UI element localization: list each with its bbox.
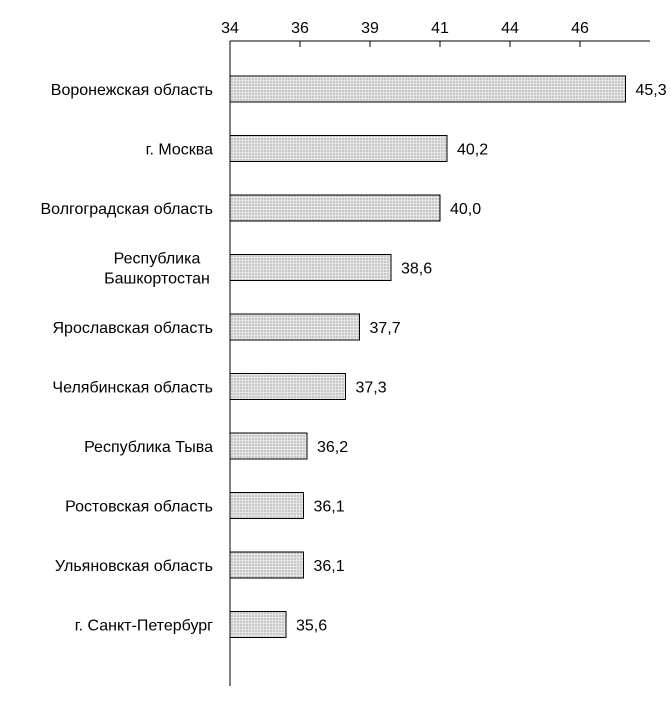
x-tick-label: 36	[291, 20, 309, 37]
x-tick-label: 44	[501, 20, 519, 37]
category-label: г. Москва	[146, 142, 214, 159]
x-tick-label: 39	[361, 20, 379, 37]
category-label: Челябинская область	[52, 380, 213, 397]
value-label: 40,0	[450, 201, 481, 218]
category-label: Республика Тыва	[84, 439, 213, 456]
value-label: 36,1	[314, 558, 345, 575]
x-axis: 34 36 39 41 44 46	[221, 20, 650, 686]
x-tick-label: 41	[431, 20, 449, 37]
category-label: Воронежская область	[51, 82, 213, 99]
x-tick-label: 34	[221, 20, 239, 37]
bar	[229, 194, 441, 222]
bar	[229, 551, 304, 579]
value-label: 40,2	[457, 142, 488, 159]
value-label: 38,6	[401, 261, 432, 278]
bars	[229, 75, 626, 638]
value-label: 36,1	[314, 499, 345, 516]
x-tick-label: 46	[571, 20, 589, 37]
bar	[229, 75, 626, 103]
bar	[229, 492, 304, 519]
value-label: 37,7	[370, 320, 401, 337]
category-label: Ульяновская область	[55, 558, 213, 575]
bar	[229, 611, 287, 638]
bar	[229, 373, 346, 400]
category-label: Волгоградская область	[40, 201, 213, 218]
bar	[229, 254, 392, 281]
category-label: Ростовская область	[65, 499, 213, 516]
value-label: 36,2	[317, 439, 348, 456]
category-label: Республика	[114, 251, 201, 268]
bar	[229, 313, 360, 341]
value-label: 35,6	[296, 618, 327, 635]
category-label: Ярославская область	[52, 320, 213, 337]
bar	[229, 135, 448, 162]
bar	[229, 432, 308, 460]
labels: 45,3 Воронежская область 40,2 г. Москва 40,0…	[40, 82, 666, 635]
value-label: 37,3	[356, 380, 387, 397]
category-label: г. Санкт-Петербург	[75, 618, 213, 635]
category-label: Башкортостан	[104, 271, 210, 288]
value-label: 45,3	[636, 82, 667, 99]
